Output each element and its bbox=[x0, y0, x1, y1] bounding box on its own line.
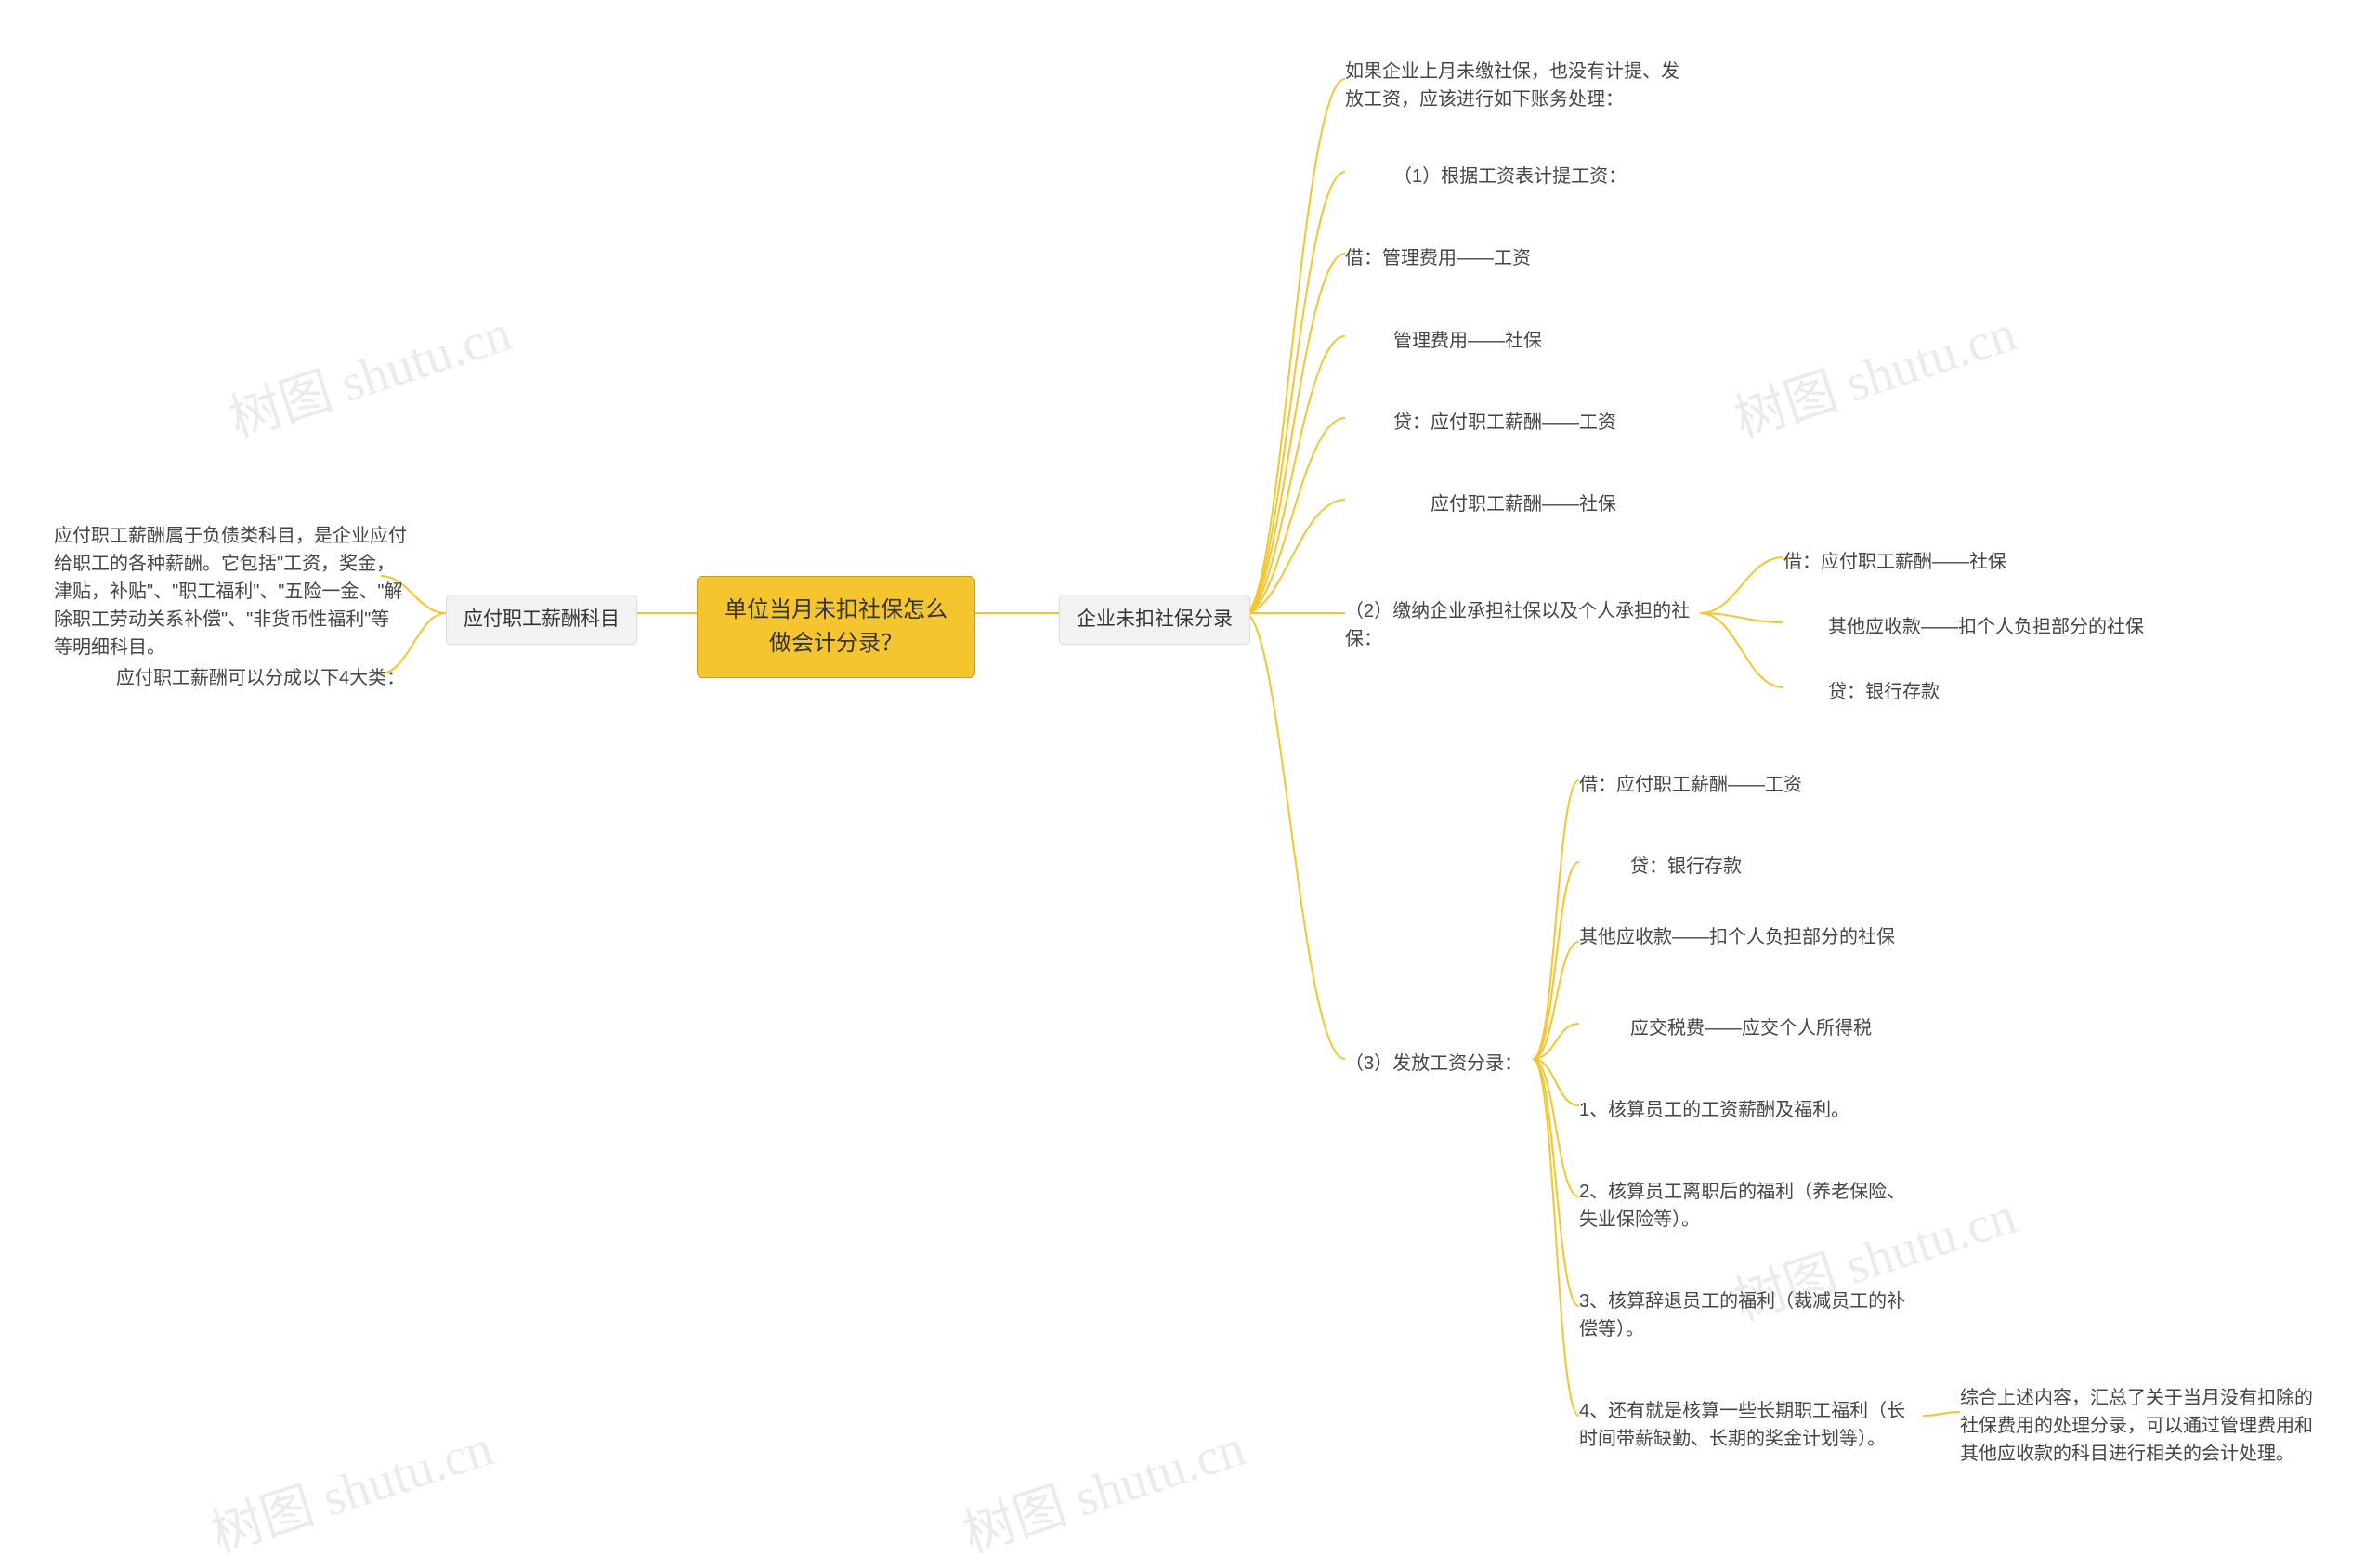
leaf-n7b: 贷：银行存款 bbox=[1630, 853, 1742, 881]
leaf-n7g: 3、核算辞退员工的福利（裁减员工的补偿等）。 bbox=[1579, 1287, 1914, 1343]
leaf-n7h: 4、还有就是核算一些长期职工福利（长时间带薪缺勤、长期的奖金计划等）。 bbox=[1579, 1397, 1923, 1453]
leaf-left-sub: 应付职工薪酬可以分成以下4大类： bbox=[116, 664, 405, 692]
leaf-n7e: 1、核算员工的工资薪酬及福利。 bbox=[1579, 1096, 1849, 1124]
leaf-n6a: 借：应付职工薪酬——社保 bbox=[1784, 548, 2006, 576]
leaf-n6: （2）缴纳企业承担社保以及个人承担的社保： bbox=[1345, 597, 1698, 653]
branch-right[interactable]: 企业未扣社保分录 bbox=[1059, 595, 1250, 645]
watermark: 树图 shutu.cn bbox=[1723, 291, 2024, 452]
leaf-n5: 应付职工薪酬——社保 bbox=[1431, 490, 1616, 518]
leaf-n7h-note: 综合上述内容，汇总了关于当月没有扣除的社保费用的处理分录，可以通过管理费用和其他… bbox=[1960, 1384, 2313, 1468]
mindmap-canvas: 树图 shutu.cn 树图 shutu.cn 树图 shutu.cn 树图 s… bbox=[0, 0, 2378, 1539]
leaf-n7f: 2、核算员工离职后的福利（养老保险、失业保险等）。 bbox=[1579, 1178, 1914, 1234]
leaf-n7a: 借：应付职工薪酬——工资 bbox=[1579, 771, 1802, 799]
leaf-n1: （1）根据工资表计提工资： bbox=[1393, 163, 1627, 190]
leaf-n4: 贷：应付职工薪酬——工资 bbox=[1393, 409, 1616, 437]
leaf-n6c: 贷：银行存款 bbox=[1828, 678, 1940, 706]
watermark: 树图 shutu.cn bbox=[218, 291, 519, 452]
watermark: 树图 shutu.cn bbox=[952, 1405, 1253, 1567]
leaf-left-desc: 应付职工薪酬属于负债类科目，是企业应付给职工的各种薪酬。它包括"工资，奖金，津贴… bbox=[54, 522, 407, 661]
leaf-n6b: 其他应收款——扣个人负担部分的社保 bbox=[1828, 613, 2144, 641]
connector-lines bbox=[0, 0, 2378, 1539]
root-node[interactable]: 单位当月未扣社保怎么做会计分录？ bbox=[697, 576, 975, 678]
leaf-n7c: 其他应收款——扣个人负担部分的社保 bbox=[1579, 923, 1895, 951]
branch-left[interactable]: 应付职工薪酬科目 bbox=[446, 595, 637, 645]
leaf-n3: 管理费用——社保 bbox=[1393, 327, 1542, 355]
leaf-n7d: 应交税费——应交个人所得税 bbox=[1630, 1014, 1872, 1042]
watermark: 树图 shutu.cn bbox=[200, 1405, 501, 1567]
leaf-n7: （3）发放工资分录： bbox=[1345, 1050, 1522, 1078]
leaf-n2: 借：管理费用——工资 bbox=[1345, 244, 1531, 272]
leaf-n0: 如果企业上月未缴社保，也没有计提、发放工资，应该进行如下账务处理： bbox=[1345, 58, 1679, 113]
